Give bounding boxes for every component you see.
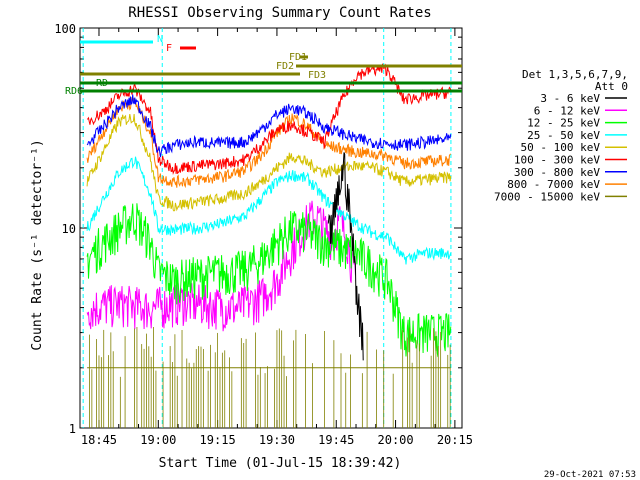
x-tick-label: 20:15	[437, 433, 473, 447]
y-axis-label: Count Rate (s⁻¹ detector⁻¹)	[30, 139, 45, 350]
legend-entry-label: 25 - 50 keV	[527, 129, 600, 142]
legend-entry-label: 12 - 25 keV	[527, 117, 600, 130]
series-line-1	[86, 200, 356, 332]
legend-entry-label: 100 - 300 keV	[514, 154, 600, 167]
x-tick-label: 19:45	[318, 433, 354, 447]
annotation-label-rd: RD	[96, 78, 108, 89]
annotation-label-rd6: RD6	[65, 86, 83, 97]
series-line-5	[87, 63, 452, 175]
y-tick-label: 10	[62, 222, 76, 236]
annotation-label-fd3: FD3	[308, 70, 326, 81]
legend-entry-label: 3 - 6 keV	[540, 92, 600, 105]
annotation-label-f: F	[166, 43, 172, 54]
series-line-6	[86, 94, 452, 158]
x-tick-label: 18:45	[81, 433, 117, 447]
series-line-3	[86, 156, 452, 265]
x-tick-label: 19:30	[259, 433, 295, 447]
x-tick-label: 19:15	[200, 433, 236, 447]
series-line-0	[327, 152, 364, 361]
legend-entry-label: 800 - 7000 keV	[507, 178, 600, 191]
y-tick-label: 100	[54, 22, 76, 36]
annotation-label-fd1: FD1	[289, 52, 307, 63]
annotation-label-fd2: FD2	[276, 61, 294, 72]
series-line-7	[86, 96, 452, 189]
legend-entry-label: 300 - 800 keV	[514, 166, 600, 179]
series-group	[82, 28, 452, 428]
chart-title: RHESSI Observing Summary Count Rates	[128, 5, 431, 21]
legend-title: Det 1,3,5,6,7,9,	[522, 68, 628, 81]
annotation-label-n: N	[157, 34, 163, 45]
series-line-4	[86, 113, 452, 212]
render-timestamp: 29-Oct-2021 07:53	[544, 470, 636, 480]
x-axis-label: Start Time (01-Jul-15 18:39:42)	[159, 456, 402, 471]
legend-entry-label: 50 - 100 keV	[521, 141, 601, 154]
legend-entry-label: 7000 - 15000 keV	[494, 190, 600, 203]
x-tick-label: 20:00	[378, 433, 414, 447]
legend-title: Att 0	[595, 80, 628, 93]
x-tick-label: 19:00	[140, 433, 176, 447]
y-tick-label: 1	[69, 422, 76, 436]
series-line-2	[86, 203, 452, 358]
legend-entry-label: 6 - 12 keV	[534, 104, 601, 117]
